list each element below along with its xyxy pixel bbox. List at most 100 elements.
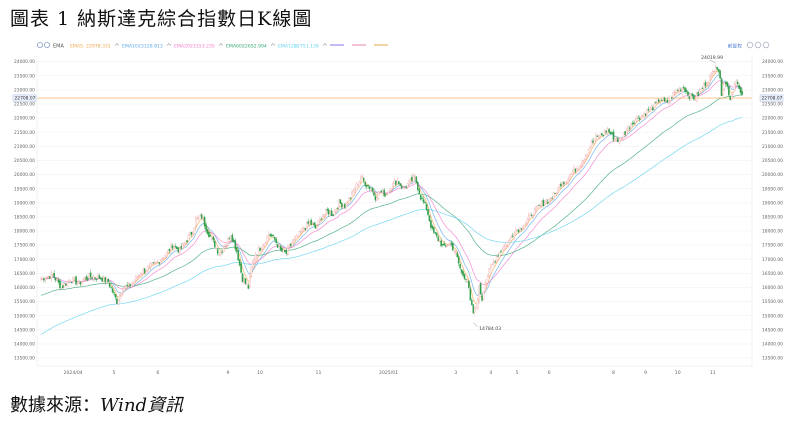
candle-body <box>631 123 634 125</box>
candle-body <box>316 225 318 229</box>
candle-body <box>509 238 511 241</box>
candle-body <box>627 126 629 131</box>
candle-body <box>361 176 364 178</box>
candle-body <box>120 293 123 297</box>
y-tick-right-21: 24000.00 <box>762 59 783 65</box>
legend-item-value-1: 23128.813 <box>138 44 163 50</box>
candle-body <box>342 205 345 209</box>
legend-dropdown-icon-0 <box>114 43 120 46</box>
candle-body <box>475 307 477 309</box>
candle-body <box>694 99 697 101</box>
y-tick-right-19: 23000.00 <box>762 87 783 93</box>
candle-body <box>710 73 713 76</box>
candle-body <box>348 197 350 204</box>
y-tick-right-15: 21000.00 <box>762 144 783 150</box>
y-tick-right-13: 20000.00 <box>762 172 783 178</box>
candle-body <box>456 252 458 258</box>
candle-body <box>587 149 590 156</box>
candle-body <box>70 282 73 284</box>
candle-body <box>380 190 383 193</box>
candle-body <box>617 138 619 142</box>
candle-body <box>444 245 447 247</box>
candle-body <box>535 206 537 211</box>
candle-body <box>606 128 609 134</box>
candle-body <box>100 277 102 280</box>
candle-body <box>593 139 596 144</box>
candle-body <box>675 90 678 94</box>
y-tick-right-4: 15500.00 <box>762 299 783 305</box>
y-tick-right-9: 18000.00 <box>762 229 783 235</box>
candle-body <box>368 186 371 189</box>
candle-body <box>216 249 219 254</box>
candle-body <box>389 190 391 192</box>
x-tick-12: 9 <box>644 370 647 376</box>
candle-body <box>371 187 374 192</box>
y-axis: 13500.00 13500.00 14000.00 14000.00 14500.00… <box>12 56 784 366</box>
candle-body <box>729 95 732 101</box>
candle-body <box>516 229 518 231</box>
candle-body <box>520 228 523 230</box>
candle-body <box>421 197 423 199</box>
candle-body <box>712 70 714 75</box>
candle-body <box>384 194 387 196</box>
candle-body <box>457 256 460 264</box>
settings-icon <box>37 42 44 48</box>
candle-body <box>728 86 730 96</box>
candle-body <box>333 210 336 216</box>
candle-body <box>472 304 475 314</box>
candle-body <box>681 87 683 93</box>
legend-dropdown-icon-4 <box>322 43 328 46</box>
candle-body <box>81 281 83 284</box>
candle-body <box>519 227 521 232</box>
current-price-tag-right <box>759 94 784 102</box>
candle-body <box>346 202 349 205</box>
x-tick-14: 11 <box>710 370 716 376</box>
y-tick-right-10: 18500.00 <box>762 214 783 220</box>
y-tick-right-16: 21500.00 <box>762 130 783 136</box>
candle-body <box>434 232 437 234</box>
candle-body <box>240 263 242 273</box>
candle-body <box>468 280 470 288</box>
candle-body <box>536 206 539 208</box>
x-tick-4: 10 <box>257 370 263 376</box>
candle-body <box>719 70 721 79</box>
y-tick-left-14: 20500.00 <box>14 158 35 164</box>
chart-panel[interactable]: EMA EMA5: 22978.331 EMA10: 23128.813 EMA20: 23… <box>0 36 791 384</box>
candlestick-chart[interactable]: EMA EMA5: 22978.331 EMA10:23128.813 EMA20:23… <box>0 36 791 384</box>
y-tick-right-17: 22000.00 <box>762 116 783 122</box>
candle-body <box>650 106 653 110</box>
candle-body <box>218 254 220 256</box>
candle-body <box>127 282 130 284</box>
candle-body <box>736 82 739 85</box>
candle-body <box>285 250 288 255</box>
candle-body <box>48 276 51 279</box>
candle-body <box>608 129 610 133</box>
candle-body <box>655 102 657 104</box>
candle-body <box>98 275 101 279</box>
candle-body <box>278 245 280 247</box>
candle-body <box>400 186 403 189</box>
chart-toolbar[interactable]: 前复权 <box>728 41 770 50</box>
candle-body <box>307 221 310 224</box>
candle-body <box>511 235 514 237</box>
candle-body <box>621 138 624 140</box>
candle-body <box>235 247 238 252</box>
candle-body <box>111 288 114 293</box>
x-tick-9: 5 <box>516 370 519 376</box>
candle-body <box>441 244 444 246</box>
candle-body <box>383 189 385 197</box>
y-tick-left-5: 16000.00 <box>14 285 35 291</box>
candle-body <box>97 275 99 279</box>
legend-item-value-0: 22978.331 <box>86 44 111 50</box>
candle-body <box>565 182 568 184</box>
candle-body <box>403 187 406 189</box>
redo-icon <box>762 41 770 49</box>
candle-body <box>646 109 648 118</box>
candle-body <box>476 299 479 310</box>
candle-body <box>310 219 312 225</box>
y-tick-left-8: 17500.00 <box>14 243 35 249</box>
candle-body <box>195 218 197 227</box>
candle-body <box>227 237 229 246</box>
y-tick-left-17: 22000.00 <box>14 116 35 122</box>
candle-body <box>422 199 425 203</box>
